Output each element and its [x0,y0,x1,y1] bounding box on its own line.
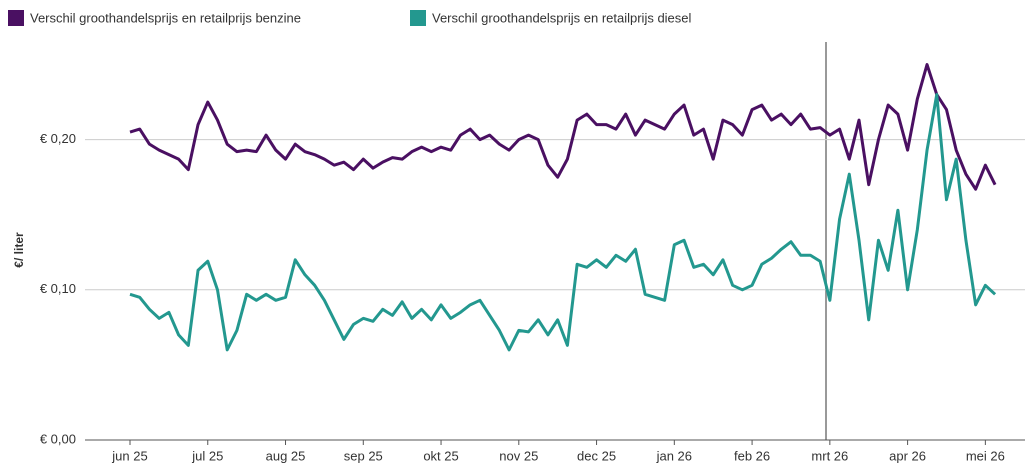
x-tick-label: mrt 26 [811,448,848,463]
x-tick-label: dec 25 [577,448,616,463]
y-axis-label: €/ liter [12,232,26,268]
x-tick-label: jan 26 [656,448,692,463]
x-tick-label: jun 25 [111,448,147,463]
x-tick-label: jul 25 [191,448,223,463]
y-tick-label: € 0,00 [40,431,76,446]
x-tick-label: sep 25 [344,448,383,463]
x-tick-label: apr 26 [889,448,926,463]
series-line [129,63,997,191]
x-tick-label: nov 25 [499,448,538,463]
y-tick-label: € 0,10 [40,281,76,296]
legend-swatch [410,10,426,26]
legend-label: Verschil groothandelsprijs en retailprij… [30,10,301,25]
x-tick-label: okt 25 [423,448,458,463]
x-tick-label: aug 25 [266,448,306,463]
legend-swatch [8,10,24,26]
y-tick-label: € 0,20 [40,131,76,146]
x-tick-label: mei 26 [966,448,1005,463]
x-tick-label: feb 26 [734,448,770,463]
legend-label: Verschil groothandelsprijs en retailprij… [432,10,692,25]
series-line [129,93,997,352]
